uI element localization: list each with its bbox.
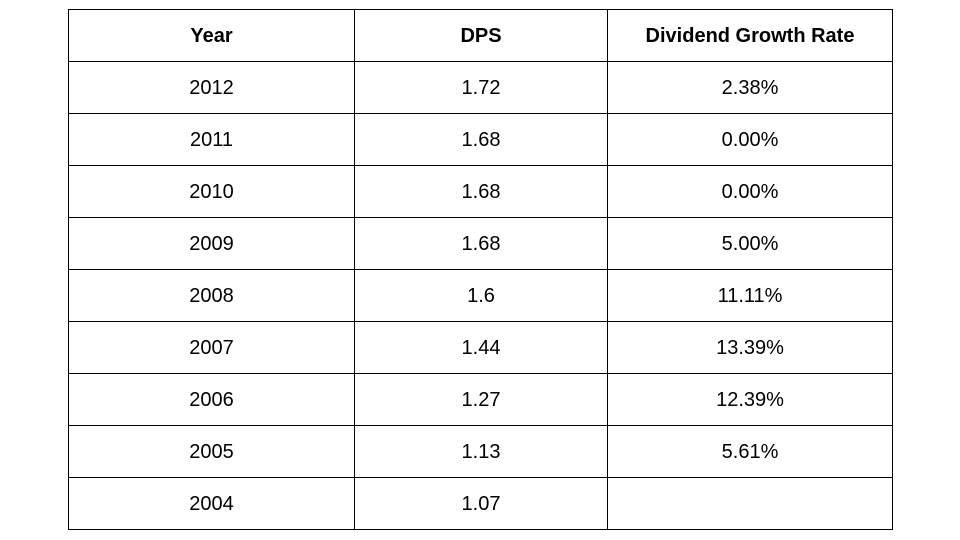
cell-year: 2010 — [68, 165, 355, 218]
table-row: 2008 1.6 11.11% — [68, 269, 893, 322]
table-row: 2012 1.72 2.38% — [68, 61, 893, 114]
cell-growth-rate: 13.39% — [607, 321, 893, 374]
table-row: 2004 1.07 — [68, 477, 893, 530]
cell-growth-rate: 0.00% — [607, 113, 893, 166]
table-row: 2011 1.68 0.00% — [68, 113, 893, 166]
cell-year: 2005 — [68, 425, 355, 478]
cell-year: 2007 — [68, 321, 355, 374]
cell-dps: 1.72 — [354, 61, 608, 114]
cell-growth-rate — [607, 477, 893, 530]
table-row: 2005 1.13 5.61% — [68, 425, 893, 478]
cell-year: 2012 — [68, 61, 355, 114]
cell-dps: 1.27 — [354, 373, 608, 426]
cell-year: 2009 — [68, 217, 355, 270]
header-dps: DPS — [354, 9, 608, 62]
header-year: Year — [68, 9, 355, 62]
cell-dps: 1.6 — [354, 269, 608, 322]
dividend-table-container: Year DPS Dividend Growth Rate 2012 1.72 … — [68, 9, 893, 530]
cell-dps: 1.68 — [354, 165, 608, 218]
cell-growth-rate: 11.11% — [607, 269, 893, 322]
table-row: 2007 1.44 13.39% — [68, 321, 893, 374]
cell-dps: 1.68 — [354, 113, 608, 166]
cell-growth-rate: 0.00% — [607, 165, 893, 218]
cell-year: 2011 — [68, 113, 355, 166]
header-dividend-growth-rate: Dividend Growth Rate — [607, 9, 893, 62]
cell-growth-rate: 5.00% — [607, 217, 893, 270]
cell-dps: 1.68 — [354, 217, 608, 270]
cell-year: 2004 — [68, 477, 355, 530]
cell-growth-rate: 12.39% — [607, 373, 893, 426]
cell-year: 2006 — [68, 373, 355, 426]
cell-dps: 1.13 — [354, 425, 608, 478]
cell-growth-rate: 2.38% — [607, 61, 893, 114]
dividend-table: Year DPS Dividend Growth Rate 2012 1.72 … — [68, 9, 893, 530]
cell-growth-rate: 5.61% — [607, 425, 893, 478]
cell-year: 2008 — [68, 269, 355, 322]
table-header-row: Year DPS Dividend Growth Rate — [68, 9, 893, 62]
cell-dps: 1.44 — [354, 321, 608, 374]
table-row: 2006 1.27 12.39% — [68, 373, 893, 426]
cell-dps: 1.07 — [354, 477, 608, 530]
table-row: 2009 1.68 5.00% — [68, 217, 893, 270]
table-row: 2010 1.68 0.00% — [68, 165, 893, 218]
